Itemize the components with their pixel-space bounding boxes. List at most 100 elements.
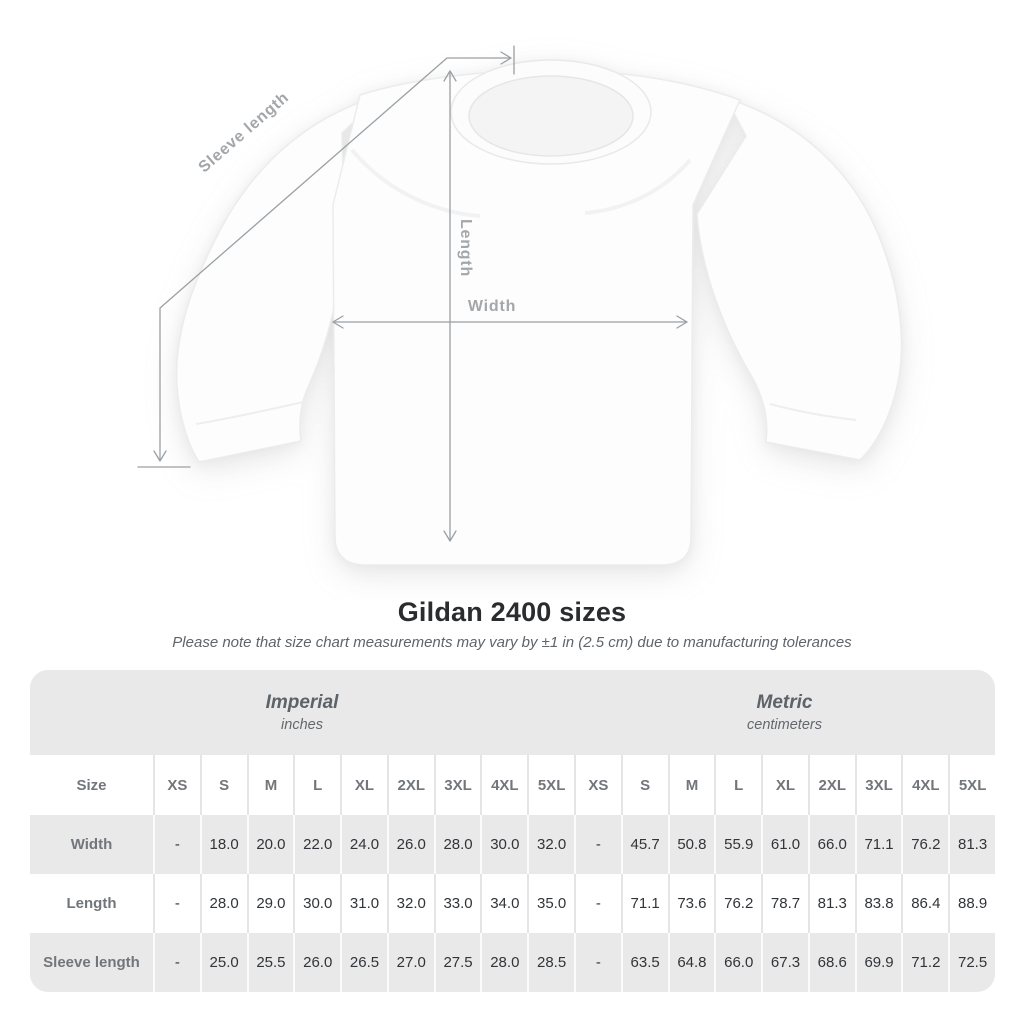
table-cell: XS — [574, 755, 621, 815]
table-cell: XL — [340, 755, 387, 815]
table-row-length: Length -28.0 29.0 30.0 31.0 32.0 33.0 34.0 35.0… — [30, 874, 995, 933]
table-cell: 30.0 — [293, 874, 340, 933]
table-cell: 26.0 — [386, 815, 434, 874]
size-header-row: Size XS S M L XL 2XL 3XL 4XL 5XL XS S M L XL 2XL 3XL 4XL… — [30, 755, 995, 815]
row-label-length: Length — [66, 895, 117, 912]
table-cell: 30.0 — [480, 815, 527, 874]
table-cell: 88.9 — [948, 874, 995, 933]
imperial-group-header: Imperial inches — [30, 670, 574, 755]
table-cell: 81.3 — [948, 815, 995, 874]
table-cell: 28.5 — [527, 933, 574, 992]
metric-group-header: Metric centimeters — [574, 670, 995, 755]
table-cell: 2XL — [807, 755, 855, 815]
table-cell: 76.2 — [901, 815, 948, 874]
table-cell: 81.3 — [807, 874, 855, 933]
table-row-width: Width -18.0 20.0 22.0 24.0 26.0 28.0 30.0 32.0-… — [30, 815, 995, 874]
imperial-group-unit: inches — [281, 717, 323, 733]
table-cell: - — [153, 933, 200, 992]
table-cell: 34.0 — [480, 874, 527, 933]
row-label-sleeve-length: Sleeve length — [43, 954, 140, 971]
table-cell: 29.0 — [246, 874, 294, 933]
table-cell: 18.0 — [199, 815, 247, 874]
table-cell: 63.5 — [620, 933, 668, 992]
table-cell: M — [246, 755, 294, 815]
measure-line — [159, 57, 512, 462]
length-label: Length — [457, 219, 474, 277]
table-row-sleeve-length: Sleeve length -25.0 25.5 26.0 26.5 27.0 27.5 2… — [30, 933, 995, 992]
table-cell: L — [293, 755, 340, 815]
size-table: Imperial inches Metric centimeters Size … — [30, 670, 995, 992]
table-cell: 68.6 — [807, 933, 855, 992]
arrowhead-up-icon — [443, 70, 457, 82]
table-cell: 66.0 — [714, 933, 761, 992]
table-cell: 28.0 — [480, 933, 527, 992]
table-cell: S — [199, 755, 247, 815]
table-cell: 3XL — [433, 755, 481, 815]
shirt-collar-inner — [468, 75, 634, 157]
table-cell: 4XL — [901, 755, 948, 815]
shirt-image — [175, 59, 903, 566]
table-cell: L — [714, 755, 761, 815]
arrowhead-right-icon — [676, 315, 688, 329]
width-annotation: Width — [332, 298, 688, 329]
table-cell: 45.7 — [620, 815, 668, 874]
arrowhead-left-icon — [332, 315, 344, 329]
arrowhead-down-icon — [443, 530, 457, 542]
shirt-fold — [584, 158, 692, 215]
arrowhead-down-icon — [153, 450, 167, 462]
table-cell: 26.0 — [293, 933, 340, 992]
shirt-fold — [350, 148, 481, 218]
length-annotation: Length — [443, 70, 474, 542]
unit-group-header: Imperial inches Metric centimeters — [30, 670, 995, 755]
table-cell: - — [153, 815, 200, 874]
table-cell: M — [667, 755, 715, 815]
table-cell: 27.5 — [433, 933, 481, 992]
table-cell: 25.0 — [199, 933, 247, 992]
table-cell: 50.8 — [667, 815, 715, 874]
shirt-left-sleeve — [175, 94, 383, 463]
table-cell: - — [574, 874, 621, 933]
table-cell: 76.2 — [714, 874, 761, 933]
table-cell: 25.5 — [246, 933, 294, 992]
table-cell: 64.8 — [667, 933, 715, 992]
table-cell: 86.4 — [901, 874, 948, 933]
shirt-body — [332, 69, 742, 566]
table-cell: 73.6 — [667, 874, 715, 933]
table-cell: 32.0 — [386, 874, 434, 933]
table-cell: 3XL — [854, 755, 902, 815]
table-cell: 31.0 — [340, 874, 387, 933]
table-cell: 20.0 — [246, 815, 294, 874]
shirt-right-sleeve — [696, 96, 903, 461]
imperial-group-name: Imperial — [265, 692, 339, 713]
table-cell: 61.0 — [761, 815, 808, 874]
width-label: Width — [468, 298, 516, 315]
table-cell: 26.5 — [340, 933, 387, 992]
table-cell: 33.0 — [433, 874, 481, 933]
page-title: Gildan 2400 sizes — [397, 597, 627, 627]
table-cell: 55.9 — [714, 815, 761, 874]
table-cell: 72.5 — [948, 933, 995, 992]
table-cell: 24.0 — [340, 815, 387, 874]
table-cell: 32.0 — [527, 815, 574, 874]
table-cell: 4XL — [480, 755, 527, 815]
shirt-left-cuff-seam — [195, 401, 304, 425]
table-cell: 69.9 — [854, 933, 902, 992]
table-cell: XS — [153, 755, 200, 815]
table-cell: XL — [761, 755, 808, 815]
table-cell: - — [574, 933, 621, 992]
table-cell: 5XL — [527, 755, 574, 815]
metric-group-name: Metric — [756, 692, 813, 713]
shirt-diagram: Sleeve length Length Width — [137, 45, 903, 566]
table-cell: - — [153, 874, 200, 933]
table-cell: S — [620, 755, 668, 815]
table-cell: 35.0 — [527, 874, 574, 933]
table-cell: 2XL — [386, 755, 434, 815]
metric-group-unit: centimeters — [747, 717, 822, 733]
table-cell: 83.8 — [854, 874, 902, 933]
table-cell: 28.0 — [199, 874, 247, 933]
row-label-width: Width — [70, 836, 113, 853]
shirt-right-cuff-seam — [769, 403, 857, 421]
table-cell: 67.3 — [761, 933, 808, 992]
table-cell: 22.0 — [293, 815, 340, 874]
